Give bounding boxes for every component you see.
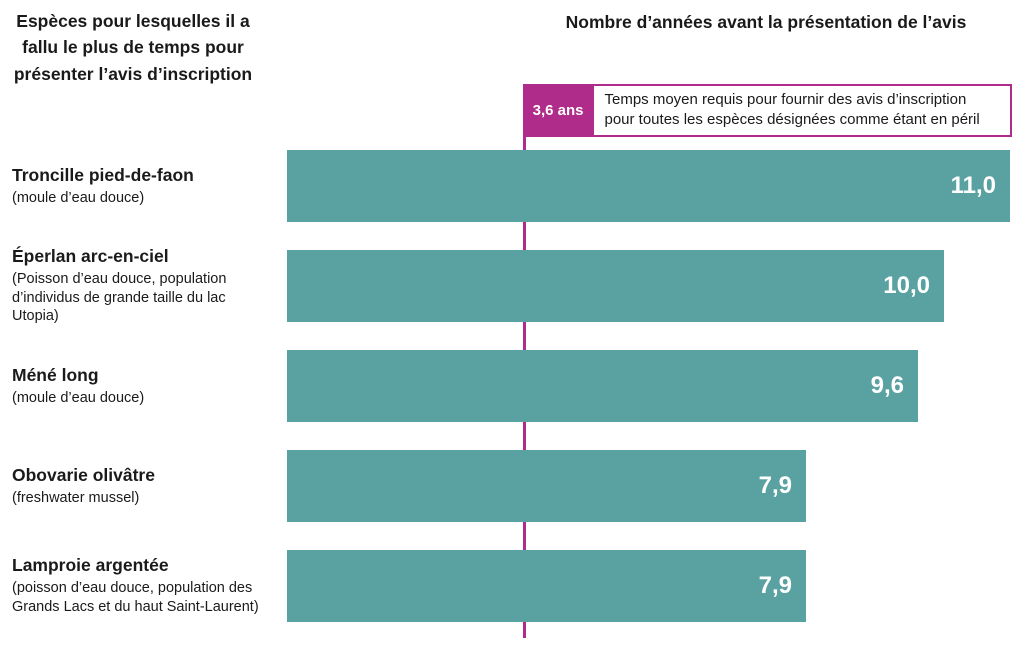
- reference-value-badge: 3,6 ans: [523, 84, 593, 137]
- category-sublabel: (freshwater mussel): [12, 489, 140, 506]
- bar-value: 7,9: [758, 572, 792, 599]
- bar-row: Méné long (moule d’eau douce) 9,6: [0, 350, 1024, 422]
- bar-rows: Troncille pied-de-faon (moule d’eau douce…: [0, 150, 1024, 622]
- category-label-block: Éperlan arc-en-ciel (Poisson d’eau douce,…: [0, 246, 287, 325]
- category-sublabel: (moule d’eau douce): [12, 389, 145, 406]
- category-label-block: Méné long (moule d’eau douce): [0, 350, 287, 422]
- category-label: Méné long: [12, 364, 99, 385]
- bar-row: Lamproie argentée (poisson d’eau douce, p…: [0, 550, 1024, 622]
- reference-annotation-text: Temps moyen requis pour fournir des avis…: [592, 84, 1013, 137]
- bar-row: Obovarie olivâtre (freshwater mussel) 7,9: [0, 450, 1024, 522]
- bar-track: 9,6: [287, 350, 1024, 422]
- left-axis-title: Espèces pour lesquelles il a fallu le pl…: [13, 11, 253, 84]
- category-label-block: Obovarie olivâtre (freshwater mussel): [0, 450, 287, 522]
- bar: 11,0: [287, 150, 1010, 222]
- bar: 7,9: [287, 450, 806, 522]
- category-sublabel: (moule d’eau douce): [12, 189, 145, 206]
- category-label-block: Lamproie argentée (poisson d’eau douce, p…: [0, 550, 287, 622]
- bar: 9,6: [287, 350, 918, 422]
- category-label: Obovarie olivâtre: [12, 464, 155, 485]
- category-sublabel: (Poisson d’eau douce, population d’indiv…: [12, 270, 227, 325]
- bar-row: Éperlan arc-en-ciel (Poisson d’eau douce,…: [0, 246, 1024, 325]
- bar-row: Troncille pied-de-faon (moule d’eau douce…: [0, 150, 1024, 222]
- bar: 7,9: [287, 550, 806, 622]
- chart-title: Nombre d’années avant la présentation de…: [565, 12, 967, 32]
- bar: 10,0: [287, 250, 944, 322]
- bar-track: 11,0: [287, 150, 1024, 222]
- reference-annotation: 3,6 ans Temps moyen requis pour fournir …: [523, 84, 1013, 137]
- category-sublabel: (poisson d’eau douce, population des Gra…: [12, 580, 259, 615]
- bar-value: 10,0: [883, 272, 930, 299]
- bar-value: 7,9: [758, 472, 792, 499]
- bar-track: 7,9: [287, 550, 1024, 622]
- category-label-block: Troncille pied-de-faon (moule d’eau douce…: [0, 150, 287, 222]
- category-label: Lamproie argentée: [12, 555, 169, 576]
- category-label: Éperlan arc-en-ciel: [12, 245, 169, 266]
- bar-value: 11,0: [950, 172, 996, 199]
- bar-value: 9,6: [870, 372, 904, 399]
- bar-track: 10,0: [287, 250, 1024, 322]
- category-label: Troncille pied-de-faon: [12, 164, 194, 185]
- bar-track: 7,9: [287, 450, 1024, 522]
